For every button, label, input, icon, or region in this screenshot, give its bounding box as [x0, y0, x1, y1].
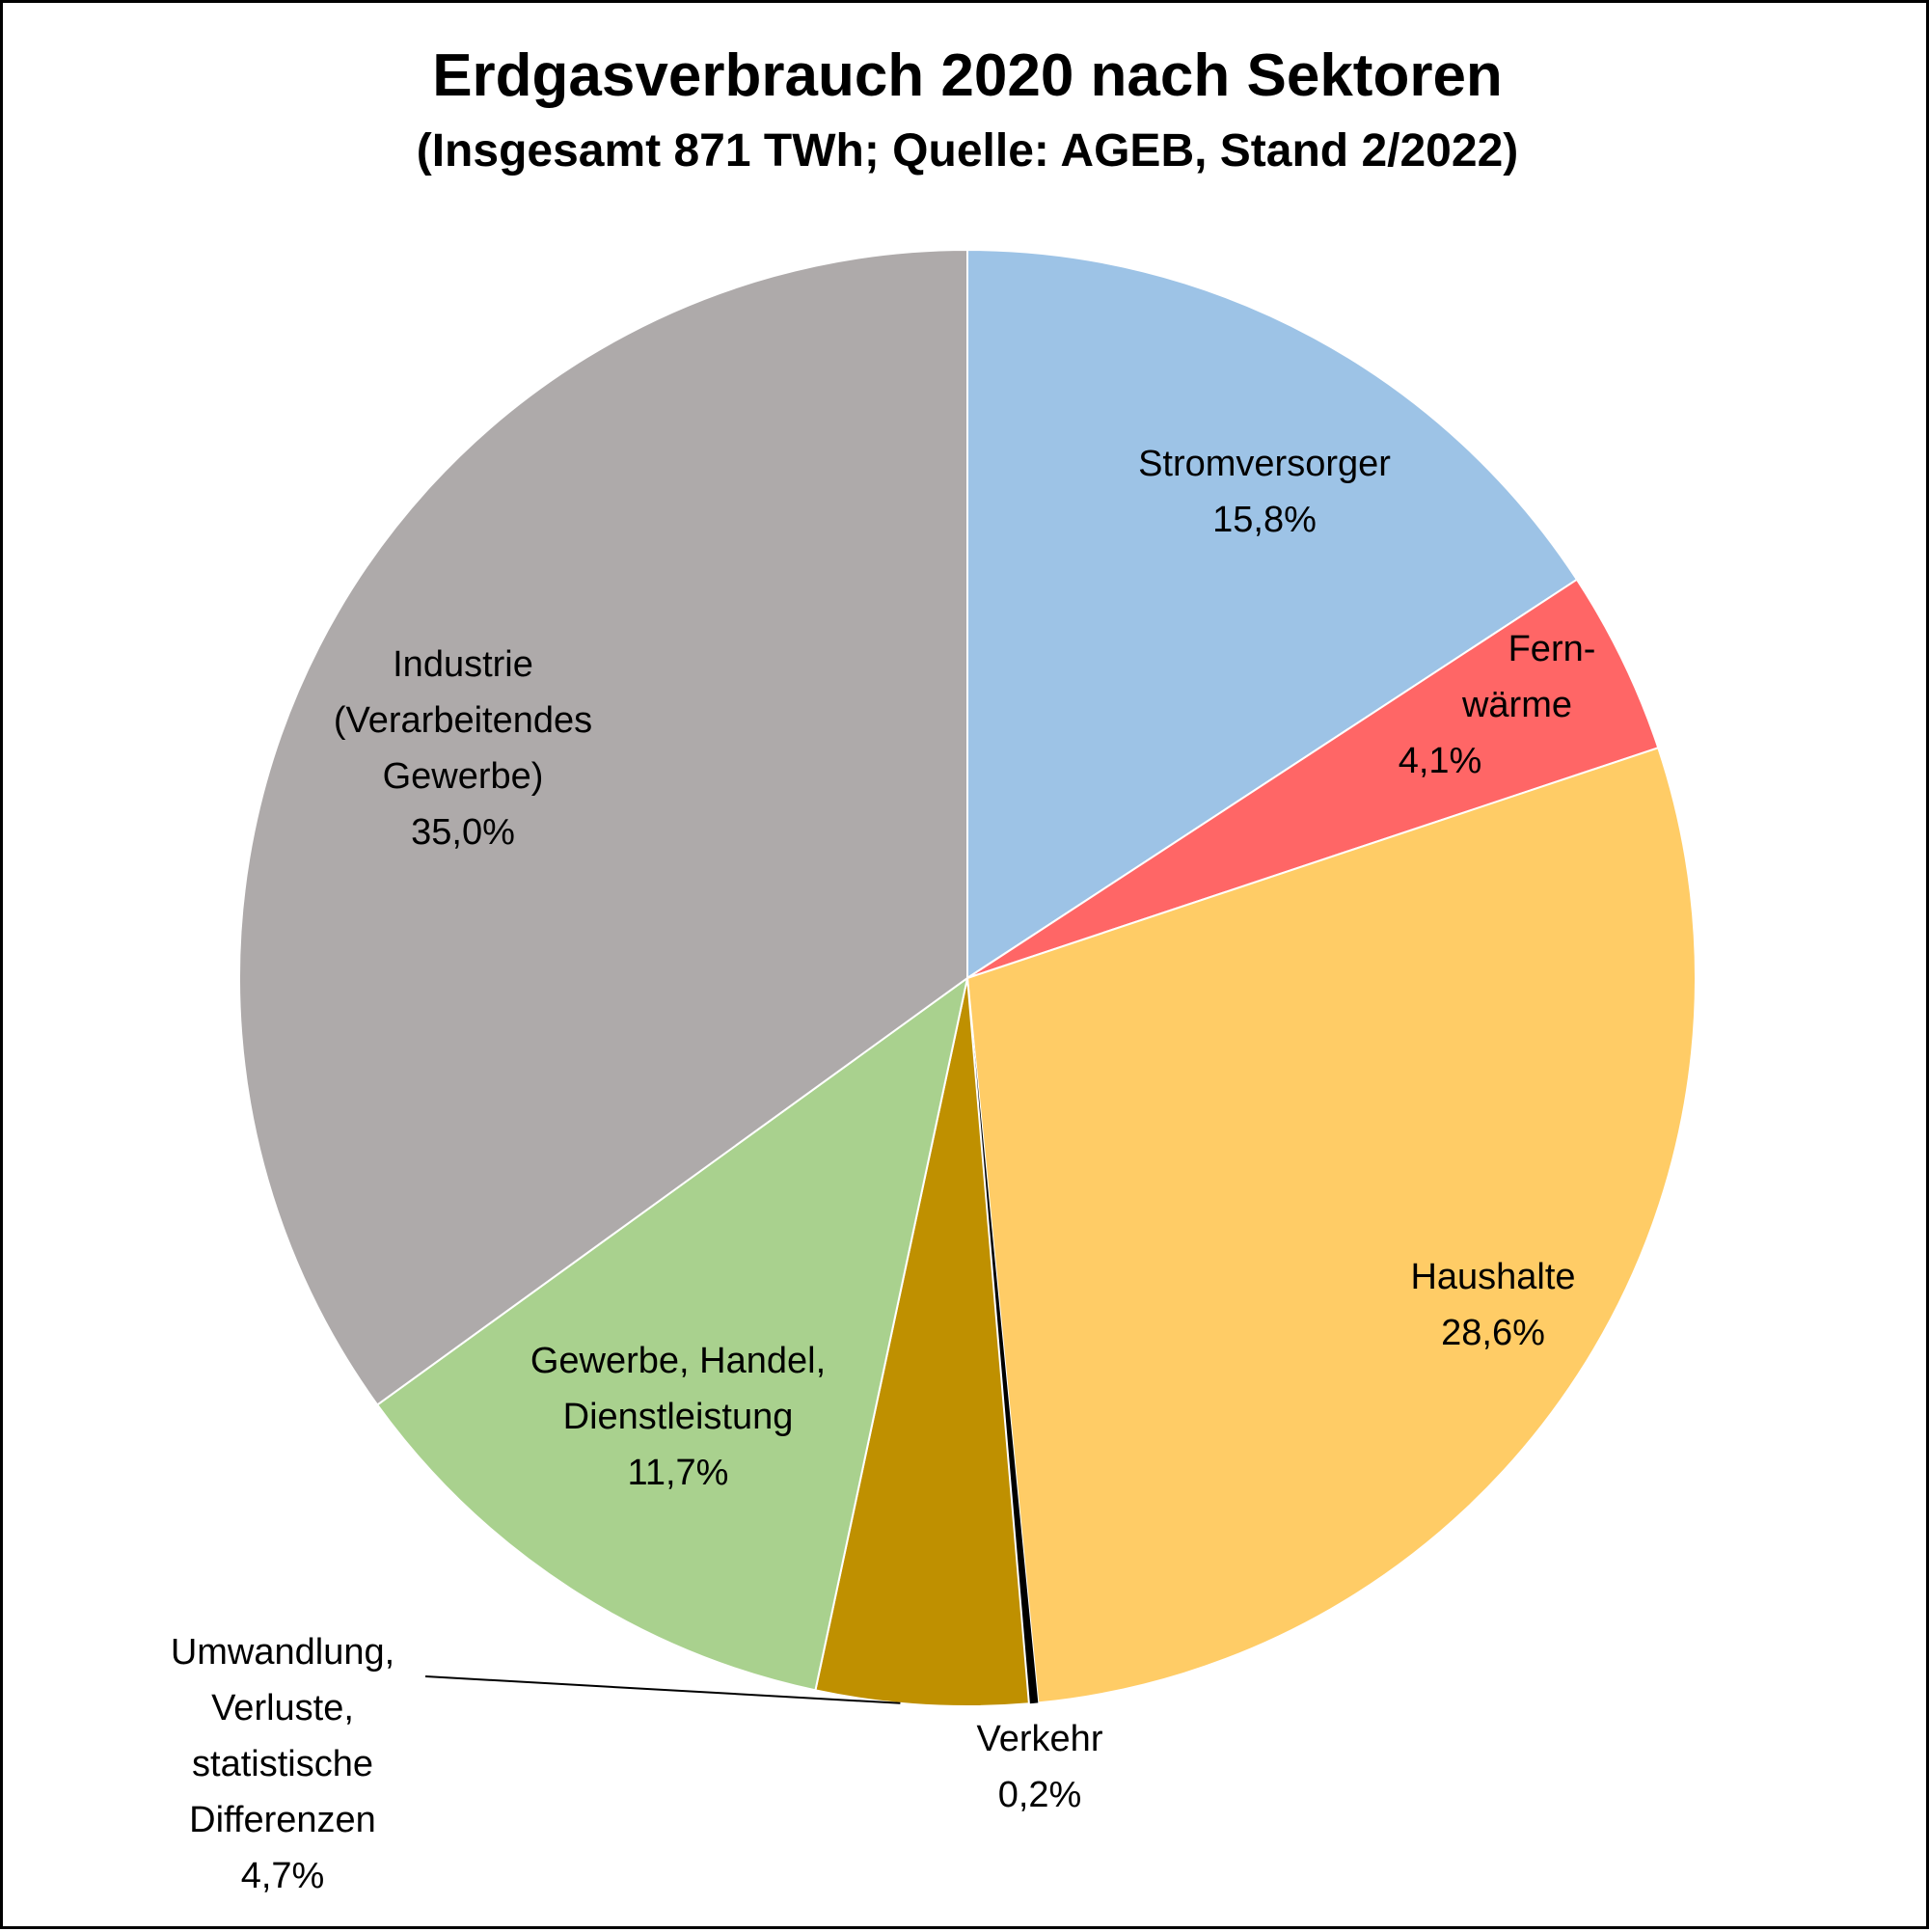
slice-label: Verluste,	[211, 1688, 354, 1728]
slice-label: (Verarbeitendes	[334, 700, 592, 741]
pie-slice	[966, 248, 1579, 980]
slice-label: Dienstleistung	[563, 1397, 794, 1437]
slice-label: wärme	[1461, 685, 1572, 725]
pie-slice	[966, 578, 1660, 979]
slice-value-label: 11,7%	[628, 1453, 729, 1493]
pie-slice	[965, 747, 1697, 1704]
slice-value-label: 4,7%	[241, 1856, 325, 1896]
leader-line	[424, 1675, 901, 1704]
chart-title: Erdgasverbrauch 2020 nach Sektoren	[432, 42, 1503, 109]
pie-slice	[967, 978, 1039, 1704]
slice-label: Industrie	[393, 644, 533, 685]
slice-value-label: 0,2%	[998, 1775, 1082, 1815]
chart-subtitle: (Insgesamt 871 TWh; Quelle: AGEB, Stand …	[416, 125, 1519, 177]
slice-value-label: 35,0%	[411, 812, 515, 853]
slice-labels: Stromversorger 15,8% Fern-wärme 4,1% Haushal…	[171, 444, 1596, 1896]
slice-value-label: 4,1%	[1399, 741, 1482, 781]
pie-slice	[814, 977, 1030, 1707]
slice-label: Gewerbe, Handel,	[530, 1341, 826, 1381]
slice-label: Gewerbe)	[383, 756, 544, 797]
slice-label: Differenzen	[189, 1800, 376, 1840]
slice-label: Fern-	[1508, 629, 1596, 669]
slice-label: Stromversorger	[1138, 444, 1391, 484]
pie-chart: Stromversorger 15,8% Fern-wärme 4,1% Haushal…	[171, 248, 1697, 1896]
slice-value-label: 28,6%	[1441, 1313, 1545, 1353]
slice-label: statistische	[192, 1744, 373, 1784]
slice-label: Umwandlung,	[171, 1632, 394, 1673]
slice-label: Haushalte	[1410, 1257, 1575, 1297]
slice-value-label: 15,8%	[1212, 500, 1317, 540]
pie-slice	[238, 248, 968, 1406]
slice-label: Verkehr	[977, 1719, 1103, 1759]
pie-slices	[238, 248, 1697, 1707]
pie-slice	[375, 975, 969, 1692]
